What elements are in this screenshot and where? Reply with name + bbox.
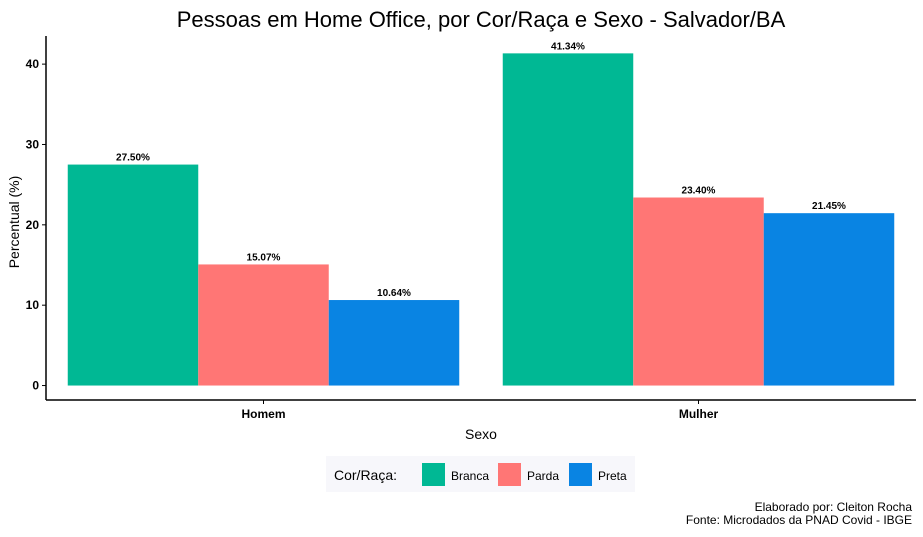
data-label-mulher-parda: 23.40% (682, 186, 716, 197)
caption-source: Fonte: Microdados da PNAD Covid - IBGE (686, 513, 912, 527)
x-tick-label-mulher: Mulher (679, 407, 719, 421)
y-tick-label-20: 20 (26, 218, 40, 232)
plot-area: 27.50% 15.07% 10.64% Homem 41.34% 23.40% 21.45… (26, 36, 916, 421)
bar-homem-parda (198, 264, 329, 386)
caption-author: Elaborado por: Cleiton Rocha (755, 500, 913, 514)
data-label-homem-preta: 10.64% (377, 288, 411, 299)
data-label-homem-parda: 15.07% (247, 252, 281, 263)
y-tick-label-30: 30 (26, 137, 40, 151)
bar-mulher-branca (502, 53, 634, 386)
bar-mulher-preta (763, 213, 895, 386)
y-tick-label-10: 10 (26, 298, 40, 312)
legend-label-preta: Preta (598, 469, 627, 483)
data-label-mulher-preta: 21.45% (812, 201, 846, 212)
chart-title: Pessoas em Home Office, por Cor/Raça e S… (177, 7, 786, 32)
legend-label-parda: Parda (527, 469, 559, 483)
legend-label-branca: Branca (451, 469, 489, 483)
legend-key-branca (422, 463, 445, 486)
y-axis-title: Percentual (%) (6, 176, 22, 269)
bar-homem-branca (67, 164, 199, 386)
y-tick-label-40: 40 (26, 57, 40, 71)
data-label-homem-branca: 27.50% (116, 153, 150, 164)
x-tick-label-homem: Homem (241, 407, 285, 421)
data-label-mulher-branca: 41.34% (551, 41, 585, 52)
bar-homem-preta (328, 300, 460, 386)
legend: Cor/Raça: Branca Parda Preta (326, 456, 635, 492)
legend-title: Cor/Raça: (334, 467, 397, 483)
legend-key-parda (498, 463, 521, 486)
y-tick-label-0: 0 (32, 379, 39, 393)
legend-key-preta (569, 463, 592, 486)
x-axis-title: Sexo (465, 426, 497, 442)
bar-mulher-parda (633, 197, 764, 386)
